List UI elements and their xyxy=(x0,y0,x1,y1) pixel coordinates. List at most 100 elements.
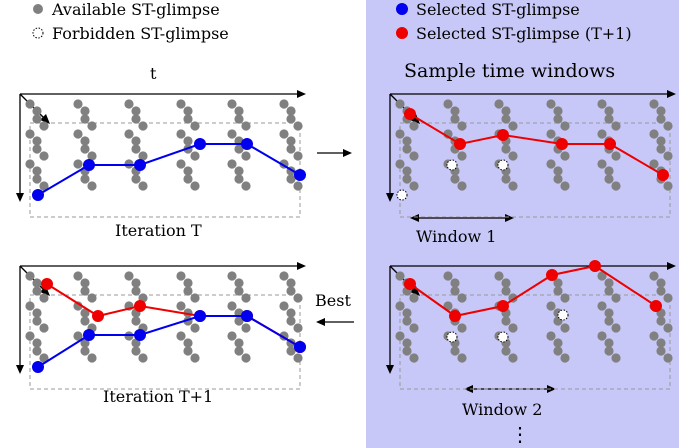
available-glimpse xyxy=(409,323,419,333)
available-glimpse xyxy=(234,278,244,288)
available-glimpse xyxy=(32,308,42,318)
available-glimpse xyxy=(131,174,141,184)
available-glimpse xyxy=(611,151,621,161)
available-glimpse xyxy=(73,301,83,311)
available-glimpse xyxy=(25,99,35,109)
selected-next-glimpse xyxy=(449,310,461,322)
available-glimpse xyxy=(450,346,460,356)
available-glimpse xyxy=(227,159,237,169)
selected-path xyxy=(37,143,301,196)
selected-next-path xyxy=(409,264,657,318)
available-glimpse xyxy=(25,159,35,169)
available-glimpse xyxy=(604,174,614,184)
available-glimpse xyxy=(597,271,607,281)
available-glimpse xyxy=(87,293,97,303)
available-glimpse xyxy=(176,129,186,139)
available-glimpse xyxy=(457,323,467,333)
available-glimpse xyxy=(39,121,49,131)
available-glimpse xyxy=(409,181,419,191)
available-glimpse xyxy=(553,278,563,288)
available-glimpse xyxy=(131,278,141,288)
available-glimpse xyxy=(560,353,570,363)
available-glimpse xyxy=(501,278,511,288)
available-glimpse xyxy=(395,301,405,311)
available-glimpse xyxy=(80,316,90,326)
available-glimpse xyxy=(286,346,296,356)
available-glimpse xyxy=(293,323,303,333)
legend-selected-label: Selected ST-glimpse xyxy=(416,0,580,19)
available-glimpse xyxy=(457,353,467,363)
available-glimpse xyxy=(560,151,570,161)
selected-next-glimpse xyxy=(454,138,466,150)
available-glimpse xyxy=(649,331,659,341)
available-glimpse xyxy=(286,278,296,288)
available-glimpse xyxy=(611,121,621,131)
available-glimpse xyxy=(560,181,570,191)
available-glimpse xyxy=(73,99,83,109)
available-glimpse xyxy=(286,286,296,296)
flow-arrow-right xyxy=(317,149,352,157)
available-glimpse xyxy=(663,121,673,131)
available-glimpse xyxy=(597,301,607,311)
available-glimpse xyxy=(501,106,511,116)
selected-glimpse xyxy=(241,310,253,322)
available-glimpse xyxy=(32,278,42,288)
forbidden-glimpse xyxy=(446,159,458,171)
vertical-axis-head xyxy=(386,193,394,202)
available-glimpse xyxy=(32,106,42,116)
available-glimpse xyxy=(32,174,42,184)
available-glimpse xyxy=(508,323,518,333)
available-glimpse xyxy=(553,106,563,116)
available-glimpse xyxy=(395,159,405,169)
available-glimpse xyxy=(409,353,419,363)
available-glimpse xyxy=(553,286,563,296)
available-glimpse xyxy=(546,129,556,139)
selected-glimpse xyxy=(83,159,95,171)
available-glimpse xyxy=(501,174,511,184)
available-glimpse xyxy=(402,174,412,184)
available-glimpse xyxy=(80,106,90,116)
available-glimpse xyxy=(293,181,303,191)
available-glimpse xyxy=(656,286,666,296)
available-glimpse xyxy=(131,316,141,326)
available-glimpse xyxy=(190,293,200,303)
available-glimpse xyxy=(241,151,251,161)
selected-next-glimpse xyxy=(657,169,669,181)
available-glimpse xyxy=(80,278,90,288)
available-glimpse xyxy=(604,166,614,176)
available-glimpse xyxy=(501,286,511,296)
vertical-axis-head xyxy=(386,365,394,374)
available-glimpse xyxy=(656,136,666,146)
available-glimpse xyxy=(39,323,49,333)
available-glimpse xyxy=(241,293,251,303)
available-glimpse xyxy=(87,151,97,161)
available-glimpse xyxy=(131,346,141,356)
forbidden-glimpse xyxy=(497,159,509,171)
panel-iteration-t1 xyxy=(16,262,306,390)
available-glimpse xyxy=(508,181,518,191)
available-glimpse xyxy=(87,181,97,191)
available-glimpse xyxy=(183,338,193,348)
available-glimpse xyxy=(241,323,251,333)
selected-glimpse xyxy=(294,341,306,353)
available-glimpse xyxy=(402,316,412,326)
available-glimpse xyxy=(234,286,244,296)
available-glimpse xyxy=(176,159,186,169)
available-glimpse xyxy=(450,114,460,124)
selected-path xyxy=(37,315,301,368)
available-glimpse xyxy=(656,106,666,116)
available-glimpse xyxy=(131,106,141,116)
available-glimpse xyxy=(443,271,453,281)
available-glimpse xyxy=(80,286,90,296)
available-glimpse xyxy=(286,316,296,326)
available-glimpse xyxy=(553,346,563,356)
selected-glimpse xyxy=(194,138,206,150)
selected-next-glimpse xyxy=(497,129,509,141)
available-glimpse xyxy=(443,99,453,109)
available-glimpse xyxy=(39,353,49,363)
available-glimpse xyxy=(32,286,42,296)
window-box xyxy=(29,122,301,218)
available-glimpse xyxy=(234,114,244,124)
available-glimpse xyxy=(546,331,556,341)
available-glimpse xyxy=(131,114,141,124)
